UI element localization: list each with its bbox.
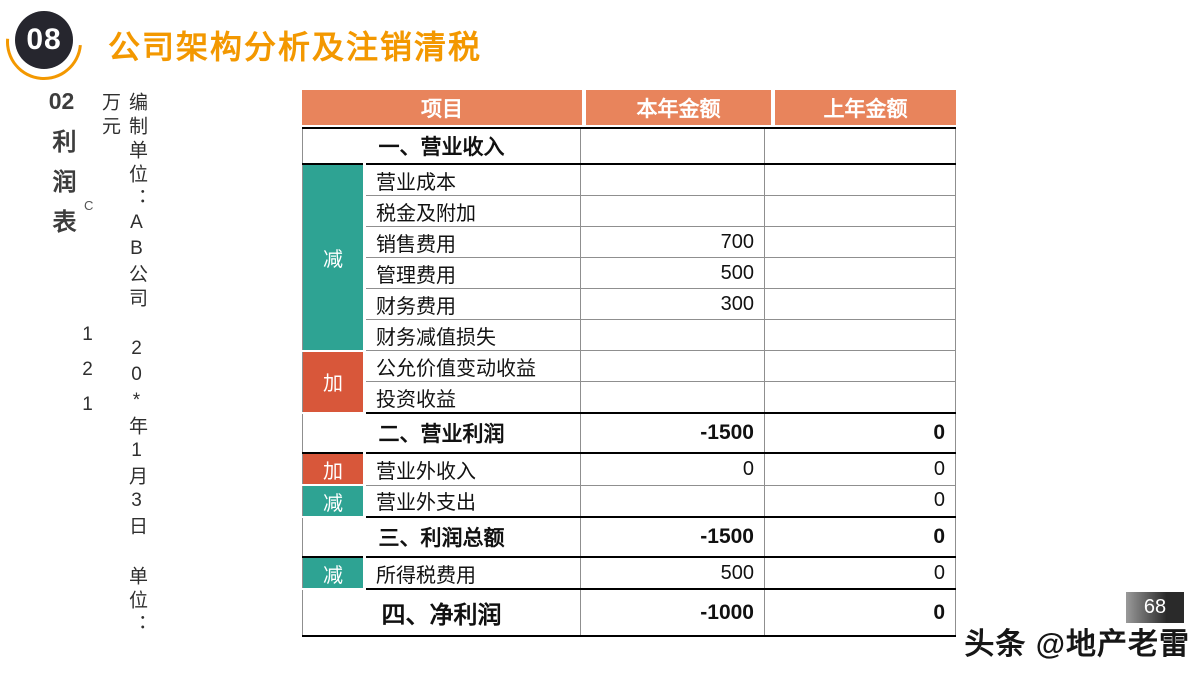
row-prior: 0 bbox=[764, 556, 956, 590]
section-label: 02 利润表 bbox=[44, 88, 79, 249]
row-prior: 0 bbox=[764, 484, 956, 518]
table-row: 财务减值损失 bbox=[303, 319, 956, 351]
table-row: 减 所得税费用 500 0 bbox=[302, 556, 956, 590]
row-prior: 0 bbox=[764, 412, 956, 454]
minus-tag: 减 bbox=[302, 484, 366, 518]
row-prior bbox=[764, 257, 956, 289]
minus-tag: 减 bbox=[302, 556, 366, 590]
row-prior bbox=[764, 288, 956, 320]
row-current bbox=[580, 163, 765, 196]
row-current bbox=[580, 381, 765, 414]
row-label: 财务减值损失 bbox=[364, 319, 581, 351]
slide-number-badge: 08 bbox=[15, 11, 73, 69]
page-number: 68 bbox=[1126, 592, 1184, 623]
row-label: 一、营业收入 bbox=[302, 127, 581, 165]
row-label: 营业外支出 bbox=[364, 484, 581, 518]
row-current: -1500 bbox=[580, 412, 765, 454]
row-prior bbox=[764, 226, 956, 258]
row-prior bbox=[764, 350, 956, 382]
row-current bbox=[580, 484, 765, 518]
table-row: 减 营业外支出 0 bbox=[302, 484, 956, 518]
row-current: -1000 bbox=[580, 588, 765, 637]
row-current bbox=[580, 127, 765, 165]
profit-statement-table: 项目 本年金额 上年金额 一、营业收入 减 营业成本 税金及附加 bbox=[302, 90, 956, 637]
row-current: 500 bbox=[580, 556, 765, 590]
row-current: 700 bbox=[580, 226, 765, 258]
row-current bbox=[580, 350, 765, 382]
row-prior bbox=[764, 319, 956, 351]
table-row: 财务费用 300 bbox=[303, 288, 956, 320]
table-row: 销售费用 700 bbox=[303, 226, 956, 258]
prep-info-vertical-text: 编制单位：AB公司 20*年1月3日 单位：万元 bbox=[99, 92, 147, 638]
row-current: 300 bbox=[580, 288, 765, 320]
row-prior bbox=[764, 195, 956, 227]
row-current: 500 bbox=[580, 257, 765, 289]
plus-tag: 加 bbox=[302, 349, 366, 414]
table-row: 加 营业外收入 0 0 bbox=[302, 452, 956, 486]
section-label-number: 02 bbox=[48, 88, 75, 114]
row-current: -1500 bbox=[580, 516, 765, 558]
row-label: 税金及附加 bbox=[364, 195, 581, 227]
table-row: 四、净利润 -1000 0 bbox=[302, 588, 956, 637]
row-prior: 0 bbox=[764, 452, 956, 486]
row-prior: 0 bbox=[764, 588, 956, 637]
row-prior bbox=[764, 163, 956, 196]
section-label-text: 利润表 bbox=[48, 129, 75, 249]
row-label: 营业外收入 bbox=[364, 452, 581, 486]
row-label: 四、净利润 bbox=[302, 588, 581, 637]
row-label: 财务费用 bbox=[364, 288, 581, 320]
row-prior: 0 bbox=[764, 516, 956, 558]
minus-tag: 减 bbox=[302, 163, 366, 352]
header-item-column: 项目 bbox=[302, 90, 582, 125]
watermark-text: 头条 @地产老雷 bbox=[964, 628, 1190, 661]
table-row: 二、营业利润 -1500 0 bbox=[302, 412, 956, 454]
header-prior-year-column: 上年金额 bbox=[775, 90, 956, 125]
header-current-year-column: 本年金额 bbox=[586, 90, 771, 125]
row-label: 公允价值变动收益 bbox=[364, 350, 581, 382]
table-body: 一、营业收入 减 营业成本 税金及附加 销售费用 700 管理费用 bbox=[302, 127, 956, 637]
row-label: 投资收益 bbox=[364, 381, 581, 414]
table-row: 减 营业成本 bbox=[302, 163, 956, 352]
row-current: 0 bbox=[580, 452, 765, 486]
row-label: 销售费用 bbox=[364, 226, 581, 258]
page-title: 公司架构分析及注销清税 bbox=[108, 29, 483, 65]
table-row: 一、营业收入 bbox=[302, 127, 956, 165]
table-row: 投资收益 bbox=[303, 381, 956, 414]
table-header: 项目 本年金额 上年金额 bbox=[302, 90, 956, 125]
stray-mark: C bbox=[84, 198, 94, 213]
table-row: 三、利润总额 -1500 0 bbox=[302, 516, 956, 558]
row-label: 所得税费用 bbox=[364, 556, 581, 590]
row-label: 三、利润总额 bbox=[302, 516, 581, 558]
row-label: 二、营业利润 bbox=[302, 412, 581, 454]
row-current bbox=[580, 319, 765, 351]
prep-info-overflow-digits: 121 bbox=[77, 324, 98, 429]
row-prior bbox=[764, 381, 956, 414]
table-row: 税金及附加 bbox=[303, 195, 956, 227]
table-row: 管理费用 500 bbox=[303, 257, 956, 289]
row-current bbox=[580, 195, 765, 227]
row-label: 管理费用 bbox=[364, 257, 581, 289]
plus-tag: 加 bbox=[302, 452, 366, 486]
table-row: 加 公允价值变动收益 bbox=[302, 349, 956, 414]
row-prior bbox=[764, 127, 956, 165]
row-label: 营业成本 bbox=[364, 163, 581, 196]
